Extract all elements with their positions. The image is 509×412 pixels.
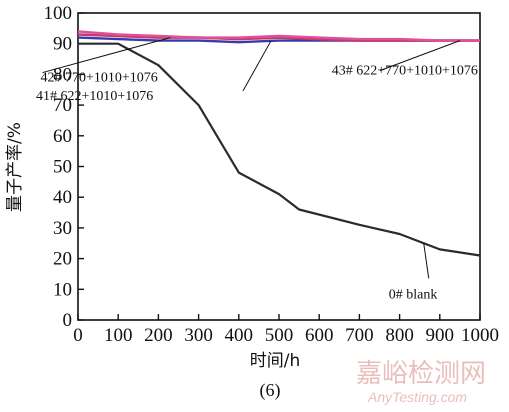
y-tick-label: 80 — [53, 64, 72, 85]
x-tick-label: 900 — [426, 325, 455, 346]
y-tick-label: 90 — [53, 34, 72, 55]
plot-frame — [77, 12, 481, 321]
y-tick-label: 100 — [44, 3, 73, 24]
series-line-0 — [78, 42, 481, 257]
watermark-text: 嘉峪检测网 — [356, 359, 486, 389]
x-tick-label: 200 — [144, 325, 173, 346]
x-tick-label: 600 — [305, 325, 334, 346]
y-tick-label: 50 — [53, 157, 72, 178]
y-tick-label: 20 — [53, 249, 72, 270]
annotation-leader — [379, 40, 461, 72]
x-tick-label: 0 — [73, 325, 83, 346]
x-tick-label: 700 — [345, 325, 374, 346]
annotation-label: 43# 622+770+1010+1076 — [332, 64, 478, 79]
watermark-url: AnyTesting.com — [367, 389, 467, 405]
y-tick-label: 0 — [63, 310, 73, 331]
annotation-label: 0# blank — [389, 287, 438, 302]
x-tick-label: 400 — [225, 325, 254, 346]
x-tick-label: 300 — [184, 325, 213, 346]
annotation-group: 42# 770+1010+1076 41# 622+1010+1076 43# 62… — [36, 37, 478, 302]
y-tick-label: 10 — [53, 279, 72, 300]
y-axis: 0 10 20 30 40 50 60 70 80 90 100 — [44, 3, 84, 331]
y-axis-title: 量子产率/% — [5, 122, 25, 212]
y-tick-label: 30 — [53, 218, 72, 239]
annotation-label: 42# 770+1010+1076 — [40, 71, 157, 86]
x-axis: 0 100 200 300 400 500 600 700 800 900 1000 — [73, 314, 499, 346]
x-tick-label: 800 — [385, 325, 414, 346]
series-group — [77, 30, 481, 257]
x-axis-title: 时间/h — [250, 351, 301, 371]
y-tick-label: 60 — [53, 126, 72, 147]
annotation-label: 41# 622+1010+1076 — [36, 89, 153, 104]
series-line-3 — [77, 30, 480, 42]
y-tick-label: 70 — [53, 95, 72, 116]
panel-label: (6) — [260, 380, 281, 401]
annotation-leader — [242, 40, 272, 92]
y-tick-label: 40 — [53, 187, 72, 208]
x-tick-label: 500 — [265, 325, 294, 346]
x-tick-label: 100 — [104, 325, 133, 346]
x-tick-label: 1000 — [461, 325, 499, 346]
annotation-leader — [423, 243, 430, 279]
annotation-leader — [42, 37, 171, 74]
